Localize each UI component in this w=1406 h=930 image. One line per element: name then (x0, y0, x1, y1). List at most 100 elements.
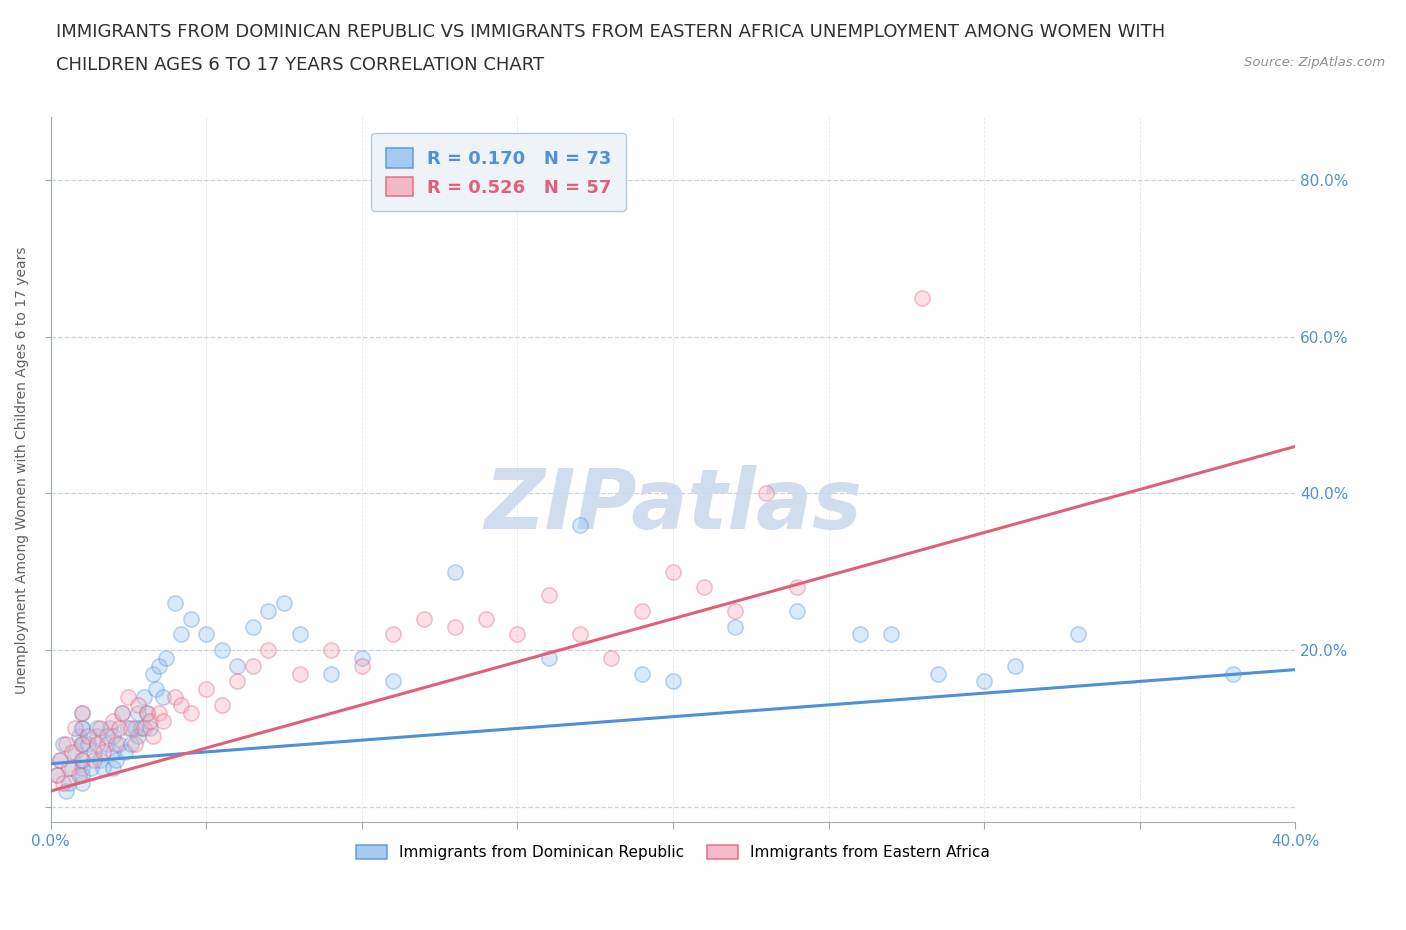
Point (350, 658, 373, 673)
Point (148, 705, 170, 720)
Point (80, 760, 103, 775)
Point (139, 721, 162, 736)
Point (444, 565, 467, 579)
Point (111, 705, 134, 720)
Point (52, 776, 75, 790)
Point (136, 705, 159, 720)
Text: ZIPatlas: ZIPatlas (484, 465, 862, 546)
Point (880, 627, 903, 642)
Point (101, 745, 124, 760)
Point (288, 666, 311, 681)
Point (381, 674, 404, 689)
Point (195, 627, 218, 642)
Point (86, 737, 108, 751)
Point (70, 737, 93, 751)
Point (96, 737, 118, 751)
Point (101, 729, 124, 744)
Point (693, 580, 716, 595)
Text: Source: ZipAtlas.com: Source: ZipAtlas.com (1244, 56, 1385, 69)
Point (83, 752, 105, 767)
Point (142, 666, 165, 681)
Point (114, 745, 136, 760)
Point (257, 643, 280, 658)
Point (1066, 627, 1088, 642)
Point (786, 580, 808, 595)
Point (127, 729, 149, 744)
Point (973, 674, 995, 689)
Point (211, 643, 233, 658)
Point (413, 611, 436, 626)
Point (83, 745, 105, 760)
Point (568, 517, 591, 532)
Point (60, 760, 83, 775)
Point (96, 729, 118, 744)
Point (506, 627, 529, 642)
Point (242, 658, 264, 673)
Y-axis label: Unemployment Among Women with Children Ages 6 to 17 years: Unemployment Among Women with Children A… (15, 246, 30, 694)
Point (226, 674, 249, 689)
Point (104, 752, 127, 767)
Point (58, 776, 80, 790)
Point (257, 604, 280, 618)
Point (77, 729, 100, 744)
Point (49, 752, 72, 767)
Point (132, 690, 155, 705)
Point (70, 705, 93, 720)
Legend: Immigrants from Dominican Republic, Immigrants from Eastern Africa: Immigrants from Dominican Republic, Immi… (349, 837, 997, 868)
Point (45, 768, 67, 783)
Point (70, 768, 93, 783)
Point (70, 705, 93, 720)
Point (67, 768, 90, 783)
Point (163, 595, 186, 610)
Point (195, 682, 218, 697)
Point (124, 721, 146, 736)
Point (180, 611, 202, 626)
Point (124, 737, 146, 751)
Point (755, 486, 778, 501)
Point (101, 760, 124, 775)
Point (662, 565, 685, 579)
Point (139, 713, 162, 728)
Point (77, 737, 100, 751)
Point (132, 721, 155, 736)
Point (911, 290, 934, 305)
Point (117, 690, 139, 705)
Point (273, 595, 295, 610)
Point (65, 721, 87, 736)
Point (599, 650, 621, 665)
Point (104, 737, 127, 751)
Point (537, 588, 560, 603)
Point (142, 729, 165, 744)
Point (65, 745, 87, 760)
Point (136, 705, 159, 720)
Point (127, 705, 149, 720)
Point (111, 705, 134, 720)
Text: IMMIGRANTS FROM DOMINICAN REPUBLIC VS IMMIGRANTS FROM EASTERN AFRICA UNEMPLOYMEN: IMMIGRANTS FROM DOMINICAN REPUBLIC VS IM… (56, 23, 1166, 41)
Point (45, 768, 67, 783)
Point (108, 737, 131, 751)
Point (1222, 666, 1244, 681)
Point (117, 721, 139, 736)
Point (89, 752, 111, 767)
Point (631, 604, 654, 618)
Point (129, 721, 152, 736)
Point (568, 627, 591, 642)
Point (52, 737, 75, 751)
Point (226, 658, 249, 673)
Point (152, 690, 174, 705)
Point (288, 627, 311, 642)
Point (127, 698, 149, 712)
Point (93, 745, 115, 760)
Point (70, 760, 93, 775)
Point (848, 627, 870, 642)
Point (724, 619, 747, 634)
Point (86, 729, 108, 744)
Point (537, 650, 560, 665)
Text: CHILDREN AGES 6 TO 17 YEARS CORRELATION CHART: CHILDREN AGES 6 TO 17 YEARS CORRELATION … (56, 56, 544, 73)
Point (152, 713, 174, 728)
Point (163, 690, 186, 705)
Point (350, 650, 373, 665)
Point (70, 721, 93, 736)
Point (786, 604, 808, 618)
Point (70, 752, 93, 767)
